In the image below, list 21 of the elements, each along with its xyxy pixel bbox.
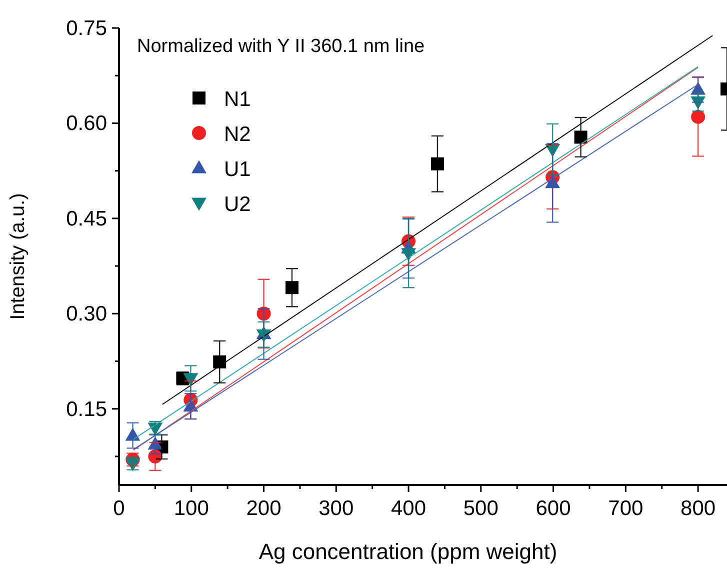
x-tick-label: 500 (463, 497, 498, 520)
x-tick-label: 200 (246, 497, 282, 520)
y-tick-label: 0.60 (66, 112, 107, 136)
x-tick-label: 300 (318, 497, 354, 520)
x-tick-label: 0 (113, 497, 125, 520)
x-tick-label: 100 (174, 497, 209, 520)
y-tick-label: 0.45 (66, 207, 107, 230)
x-tick-label: 700 (608, 497, 644, 520)
x-tick-label: 800 (680, 497, 716, 520)
x-tick-label: 400 (391, 497, 426, 520)
y-tick-label: 0.30 (66, 302, 107, 326)
legend-label: N1 (224, 88, 251, 111)
y-axis-title: Intensity (a.u.) (7, 193, 29, 320)
legend-label: N2 (224, 123, 251, 146)
y-tick-label: 0.15 (66, 398, 107, 421)
chart-title: Normalized with Y II 360.1 nm line (137, 36, 425, 57)
x-axis-title: Ag concentration (ppm weight) (258, 539, 558, 564)
legend-label: U2 (224, 193, 251, 216)
x-tick-label: 600 (536, 497, 571, 520)
legend-label: U1 (224, 158, 251, 181)
y-tick-label: 0.75 (66, 17, 107, 40)
